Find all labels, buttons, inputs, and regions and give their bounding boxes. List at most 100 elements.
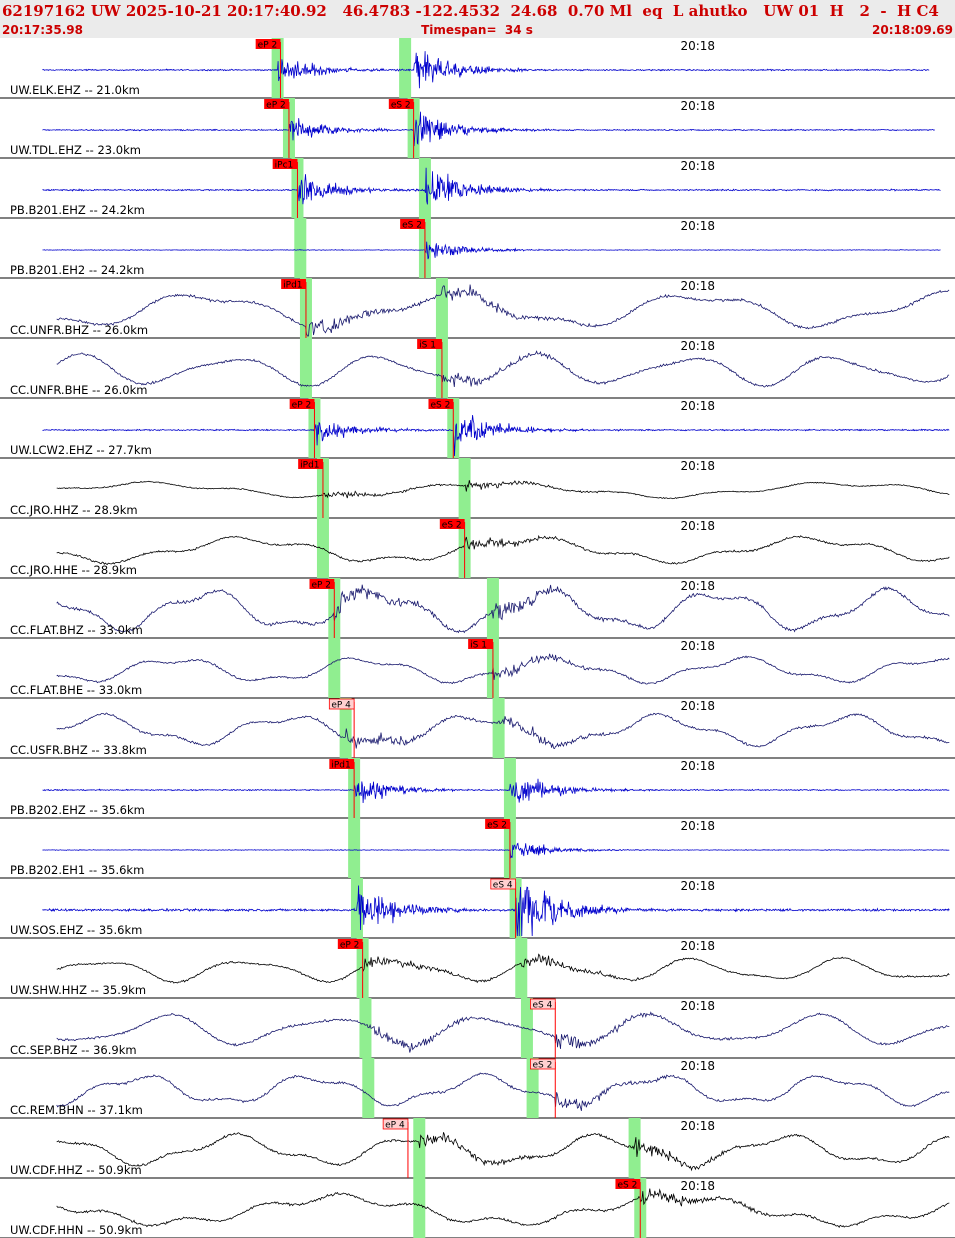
minute-mark: 20:18: [680, 39, 715, 53]
pick-box[interactable]: [281, 279, 306, 289]
trace-panel: iS 1 20:18 CC.UNFR.BHE -- 26.0km: [0, 338, 955, 399]
pick-box[interactable]: [382, 1118, 409, 1130]
trace-panel: eS 2 20:18 CC.REM.BHN -- 37.1km: [0, 1058, 955, 1119]
trace-panel: eP 2 eS 2 20:18 UW.LCW2.EHZ -- 27.7km: [0, 398, 955, 459]
pick-box[interactable]: [485, 819, 510, 829]
end-time: 20:18:09.69: [872, 23, 953, 37]
pick-box[interactable]: [337, 939, 363, 949]
minute-mark: 20:18: [680, 159, 715, 173]
pick-box[interactable]: [439, 519, 465, 529]
pick-label: eP 2: [266, 101, 286, 111]
pick-box[interactable]: [289, 399, 315, 409]
station-label: CC.FLAT.BHE -- 33.0km: [10, 683, 142, 697]
phase-window: [526, 1058, 539, 1118]
station-label: UW.TDL.EHZ -- 23.0km: [10, 143, 141, 157]
pick-box[interactable]: [272, 159, 298, 169]
trace-panel: eP 2 eS 2 20:18 UW.TDL.EHZ -- 23.0km: [0, 98, 955, 159]
trace-panel: iPc1 20:18 PB.B201.EHZ -- 24.2km: [0, 158, 955, 219]
pick-label: iPc1: [275, 161, 294, 171]
trace-panel: eP 2 20:18 UW.SHW.HHZ -- 35.9km: [0, 938, 955, 999]
timespan: Timespan= 34 s: [421, 23, 533, 37]
pick-label: eS 2: [402, 221, 422, 231]
phase-window: [362, 1058, 375, 1118]
minute-mark: 20:18: [680, 219, 715, 233]
station-label: UW.ELK.EHZ -- 21.0km: [10, 83, 140, 97]
minute-mark: 20:18: [680, 459, 715, 473]
station-label: CC.JRO.HHZ -- 28.9km: [10, 503, 138, 517]
pick-label: iPd1: [283, 281, 302, 291]
minute-mark: 20:18: [680, 759, 715, 773]
pick-label: eS 2: [617, 1181, 637, 1191]
pick-box[interactable]: [388, 99, 414, 109]
waveform: [56, 1188, 950, 1229]
phase-window: [328, 638, 341, 698]
waveform: [42, 414, 950, 457]
trace-panel: iS 1 20:18 CC.FLAT.BHE -- 33.0km: [0, 638, 955, 699]
pick-box[interactable]: [309, 579, 335, 589]
station-label: UW.CDF.HHN -- 50.9km: [10, 1223, 142, 1237]
station-label: UW.SHW.HHZ -- 35.9km: [10, 983, 146, 997]
pick-label: eP 2: [258, 41, 278, 51]
pick-box[interactable]: [400, 219, 425, 229]
phase-window: [435, 278, 448, 338]
minute-mark: 20:18: [680, 699, 715, 713]
minute-mark: 20:18: [680, 999, 715, 1013]
station-label: PB.B202.EHZ -- 35.6km: [10, 803, 145, 817]
phase-window: [413, 1178, 426, 1238]
station-label: UW.LCW2.EHZ -- 27.7km: [10, 443, 152, 457]
waveform: [56, 584, 950, 634]
pick-box[interactable]: [468, 639, 493, 649]
phase-window: [515, 938, 528, 998]
minute-mark: 20:18: [680, 339, 715, 353]
header-band: [0, 0, 955, 38]
minute-mark: 20:18: [680, 819, 715, 833]
trace-panel: eP 2 20:18 UW.ELK.EHZ -- 21.0km: [0, 38, 955, 99]
pick-label: eP 4: [385, 1121, 405, 1131]
phase-window: [294, 218, 307, 278]
trace-panel: eS 4 20:18 CC.SEP.BHZ -- 36.9km: [0, 998, 955, 1059]
pick-box[interactable]: [530, 1058, 556, 1070]
phase-window: [359, 998, 372, 1058]
pick-label: iPd1: [331, 761, 350, 771]
pick-box[interactable]: [417, 339, 442, 349]
pick-label: eS 2: [442, 521, 462, 531]
pick-box[interactable]: [428, 399, 454, 409]
pick-box[interactable]: [328, 698, 355, 710]
minute-mark: 20:18: [680, 399, 715, 413]
waveform: [56, 1072, 950, 1111]
station-label: UW.CDF.HHZ -- 50.9km: [10, 1163, 142, 1177]
minute-mark: 20:18: [680, 879, 715, 893]
minute-mark: 20:18: [680, 579, 715, 593]
station-label: UW.SOS.EHZ -- 35.6km: [10, 923, 142, 937]
minute-mark: 20:18: [680, 279, 715, 293]
minute-mark: 20:18: [680, 1179, 715, 1193]
pick-box[interactable]: [490, 878, 517, 890]
trace-panel: eP 2 20:18 CC.FLAT.BHZ -- 33.0km: [0, 578, 955, 639]
phase-window: [348, 818, 361, 878]
pick-box[interactable]: [255, 39, 281, 49]
pick-label: eP 2: [340, 941, 360, 951]
station-label: CC.USFR.BHZ -- 33.8km: [10, 743, 147, 757]
station-label: CC.UNFR.BHZ -- 26.0km: [10, 323, 148, 337]
pick-box[interactable]: [298, 459, 323, 469]
pick-box[interactable]: [615, 1179, 641, 1189]
pick-label: eS 4: [493, 881, 513, 891]
pick-box[interactable]: [329, 759, 355, 769]
station-label: PB.B201.EHZ -- 24.2km: [10, 203, 145, 217]
pick-label: iS 1: [470, 641, 487, 651]
waveform: [56, 534, 950, 566]
pick-label: eS 2: [487, 821, 507, 831]
phase-window: [458, 458, 471, 518]
waveform: [42, 778, 950, 804]
pick-label: eS 2: [391, 101, 411, 111]
waveform: [56, 653, 950, 685]
pick-box[interactable]: [264, 99, 289, 109]
waveform: [42, 51, 930, 89]
start-time: 20:17:35.98: [2, 23, 83, 37]
minute-mark: 20:18: [680, 939, 715, 953]
trace-panel: eS 2 20:18 UW.CDF.HHN -- 50.9km: [0, 1178, 955, 1238]
phase-window: [492, 698, 505, 758]
pick-box[interactable]: [530, 998, 556, 1010]
minute-mark: 20:18: [680, 99, 715, 113]
waveform: [42, 111, 935, 147]
